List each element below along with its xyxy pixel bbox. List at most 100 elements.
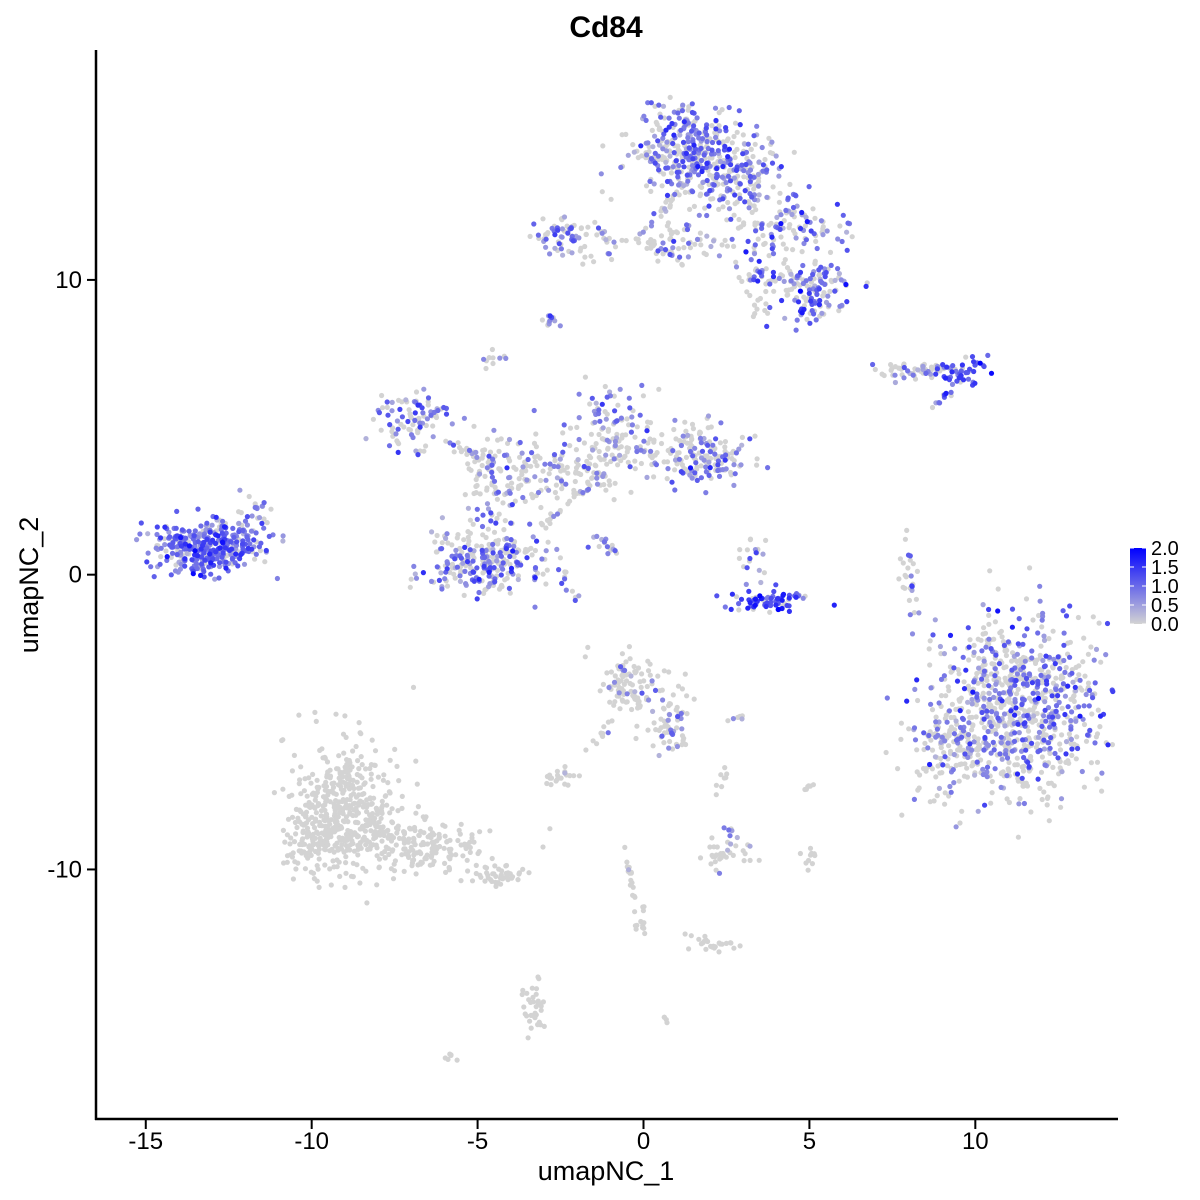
scatter-point [762,156,768,163]
scatter-point [1066,731,1072,737]
scatter-point [532,459,538,465]
scatter-point [572,597,578,604]
scatter-point [1021,800,1027,807]
x-tick-label: -10 [294,1128,329,1155]
scatter-point [722,444,728,450]
scatter-point [599,401,605,407]
scatter-point [335,782,341,788]
scatter-point [630,142,636,148]
scatter-point [965,699,971,705]
scatter-point [926,646,932,652]
scatter-point [173,525,179,531]
scatter-point [884,695,890,701]
scatter-point [750,153,756,160]
scatter-point [553,482,560,488]
scatter-point [666,124,672,130]
scatter-point [491,529,498,535]
scatter-point [479,462,485,469]
scatter-point [573,465,580,471]
scatter-point [745,605,751,611]
scatter-point [447,849,453,855]
scatter-point [941,673,948,679]
scatter-point [709,835,715,841]
scatter-point [1037,785,1043,792]
scatter-point [689,101,695,107]
scatter-point [736,601,742,607]
scatter-point [676,192,682,198]
scatter-point [782,257,788,263]
scatter-point [713,174,720,181]
scatter-point [520,494,526,501]
scatter-point [736,607,742,613]
scatter-point [752,602,758,608]
scatter-point [1011,721,1017,727]
scatter-point [741,220,747,226]
scatter-point [494,558,500,564]
scatter-point [403,397,409,403]
scatter-point [203,527,209,533]
scatter-point [613,418,620,424]
scatter-point [640,229,646,235]
scatter-point [937,400,943,406]
scatter-point [684,440,690,446]
scatter-point [812,260,818,266]
scatter-point [722,765,728,771]
scatter-point [706,181,712,188]
scatter-point [1061,720,1067,726]
scatter-point [314,863,320,869]
scatter-point [763,266,769,272]
scatter-point [447,856,453,862]
scatter-point [699,136,706,142]
scatter-point [424,416,430,422]
scatter-point [634,723,640,729]
scatter-point [515,877,521,883]
scatter-point [511,554,517,560]
scatter-point [355,785,362,791]
scatter-point [681,164,687,170]
scatter-point [617,452,623,458]
scatter-point [601,724,607,730]
scatter-point [1068,718,1074,724]
scatter-point [651,211,657,217]
scatter-point [697,430,704,436]
scatter-point [245,545,251,552]
scatter-point [157,561,163,567]
scatter-point [1006,768,1012,774]
scatter-point [987,719,993,726]
scatter-point [322,802,328,808]
scatter-point [323,844,329,850]
scatter-point [725,199,731,206]
scatter-point [623,678,630,684]
scatter-point [971,734,977,740]
scatter-point [1043,678,1050,684]
scatter-point [698,475,705,481]
scatter-point [190,571,196,577]
scatter-point [914,677,920,683]
scatter-point [1048,689,1054,695]
scatter-point [312,848,319,855]
scatter-point [700,179,706,185]
scatter-point [689,475,695,481]
scatter-point [612,408,618,414]
scatter-point [411,824,418,831]
scatter-point [220,518,226,524]
scatter-point [714,593,720,599]
scatter-point [660,705,667,711]
scatter-point [535,489,542,496]
scatter-point [1038,672,1044,679]
scatter-point [296,781,302,787]
scatter-point [540,468,546,474]
scatter-point [844,247,850,253]
scatter-point [236,529,242,535]
scatter-point [342,713,348,719]
scatter-point [689,421,696,427]
scatter-point [609,256,615,263]
scatter-point [658,114,664,120]
scatter-point [649,127,655,133]
scatter-point [1057,765,1063,771]
scatter-point [671,426,677,433]
scatter-point [775,606,781,613]
scatter-point [382,793,388,799]
scatter-point [709,147,715,153]
scatter-point [480,452,486,458]
